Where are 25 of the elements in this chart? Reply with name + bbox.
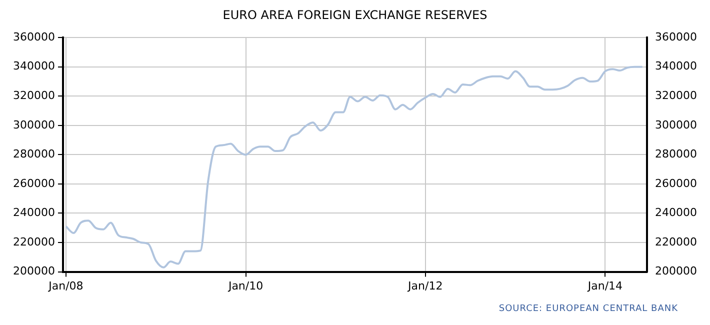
y2-tick-label: 300000 <box>655 118 698 132</box>
y-tick-label: 360000 <box>12 30 55 44</box>
y-tick-label: 220000 <box>12 235 55 248</box>
x-tick-label: Jan/14 <box>586 279 623 292</box>
chart-title: EURO AREA FOREIGN EXCHANGE RESERVES <box>222 8 488 22</box>
y2-tick-label: 360000 <box>655 30 698 44</box>
y-tick-label: 280000 <box>12 148 55 161</box>
x-tick-label: Jan/08 <box>48 279 84 292</box>
y-tick-label: 300000 <box>12 118 55 132</box>
y-tick-label: 320000 <box>12 89 55 102</box>
line-series <box>64 66 644 268</box>
y2-tick-label: 280000 <box>655 148 698 161</box>
y2-tick-label: 200000 <box>655 264 698 278</box>
source-note: SOURCE: EUROPEAN CENTRAL BANK <box>498 304 678 314</box>
y2-tick-label: 320000 <box>655 89 698 102</box>
y2-tick-label: 220000 <box>655 235 698 248</box>
y2-tick-label: 240000 <box>655 206 698 220</box>
y-tick-label: 340000 <box>12 60 55 73</box>
x-tick-label: Jan/10 <box>227 279 264 292</box>
x-tick-label: Jan/12 <box>407 279 443 292</box>
y-tick-label: 240000 <box>12 206 55 220</box>
y-tick-label: 200000 <box>12 264 55 278</box>
y2-tick-label: 260000 <box>655 176 698 190</box>
y2-tick-label: 340000 <box>655 60 698 73</box>
y-tick-label: 260000 <box>12 176 55 190</box>
